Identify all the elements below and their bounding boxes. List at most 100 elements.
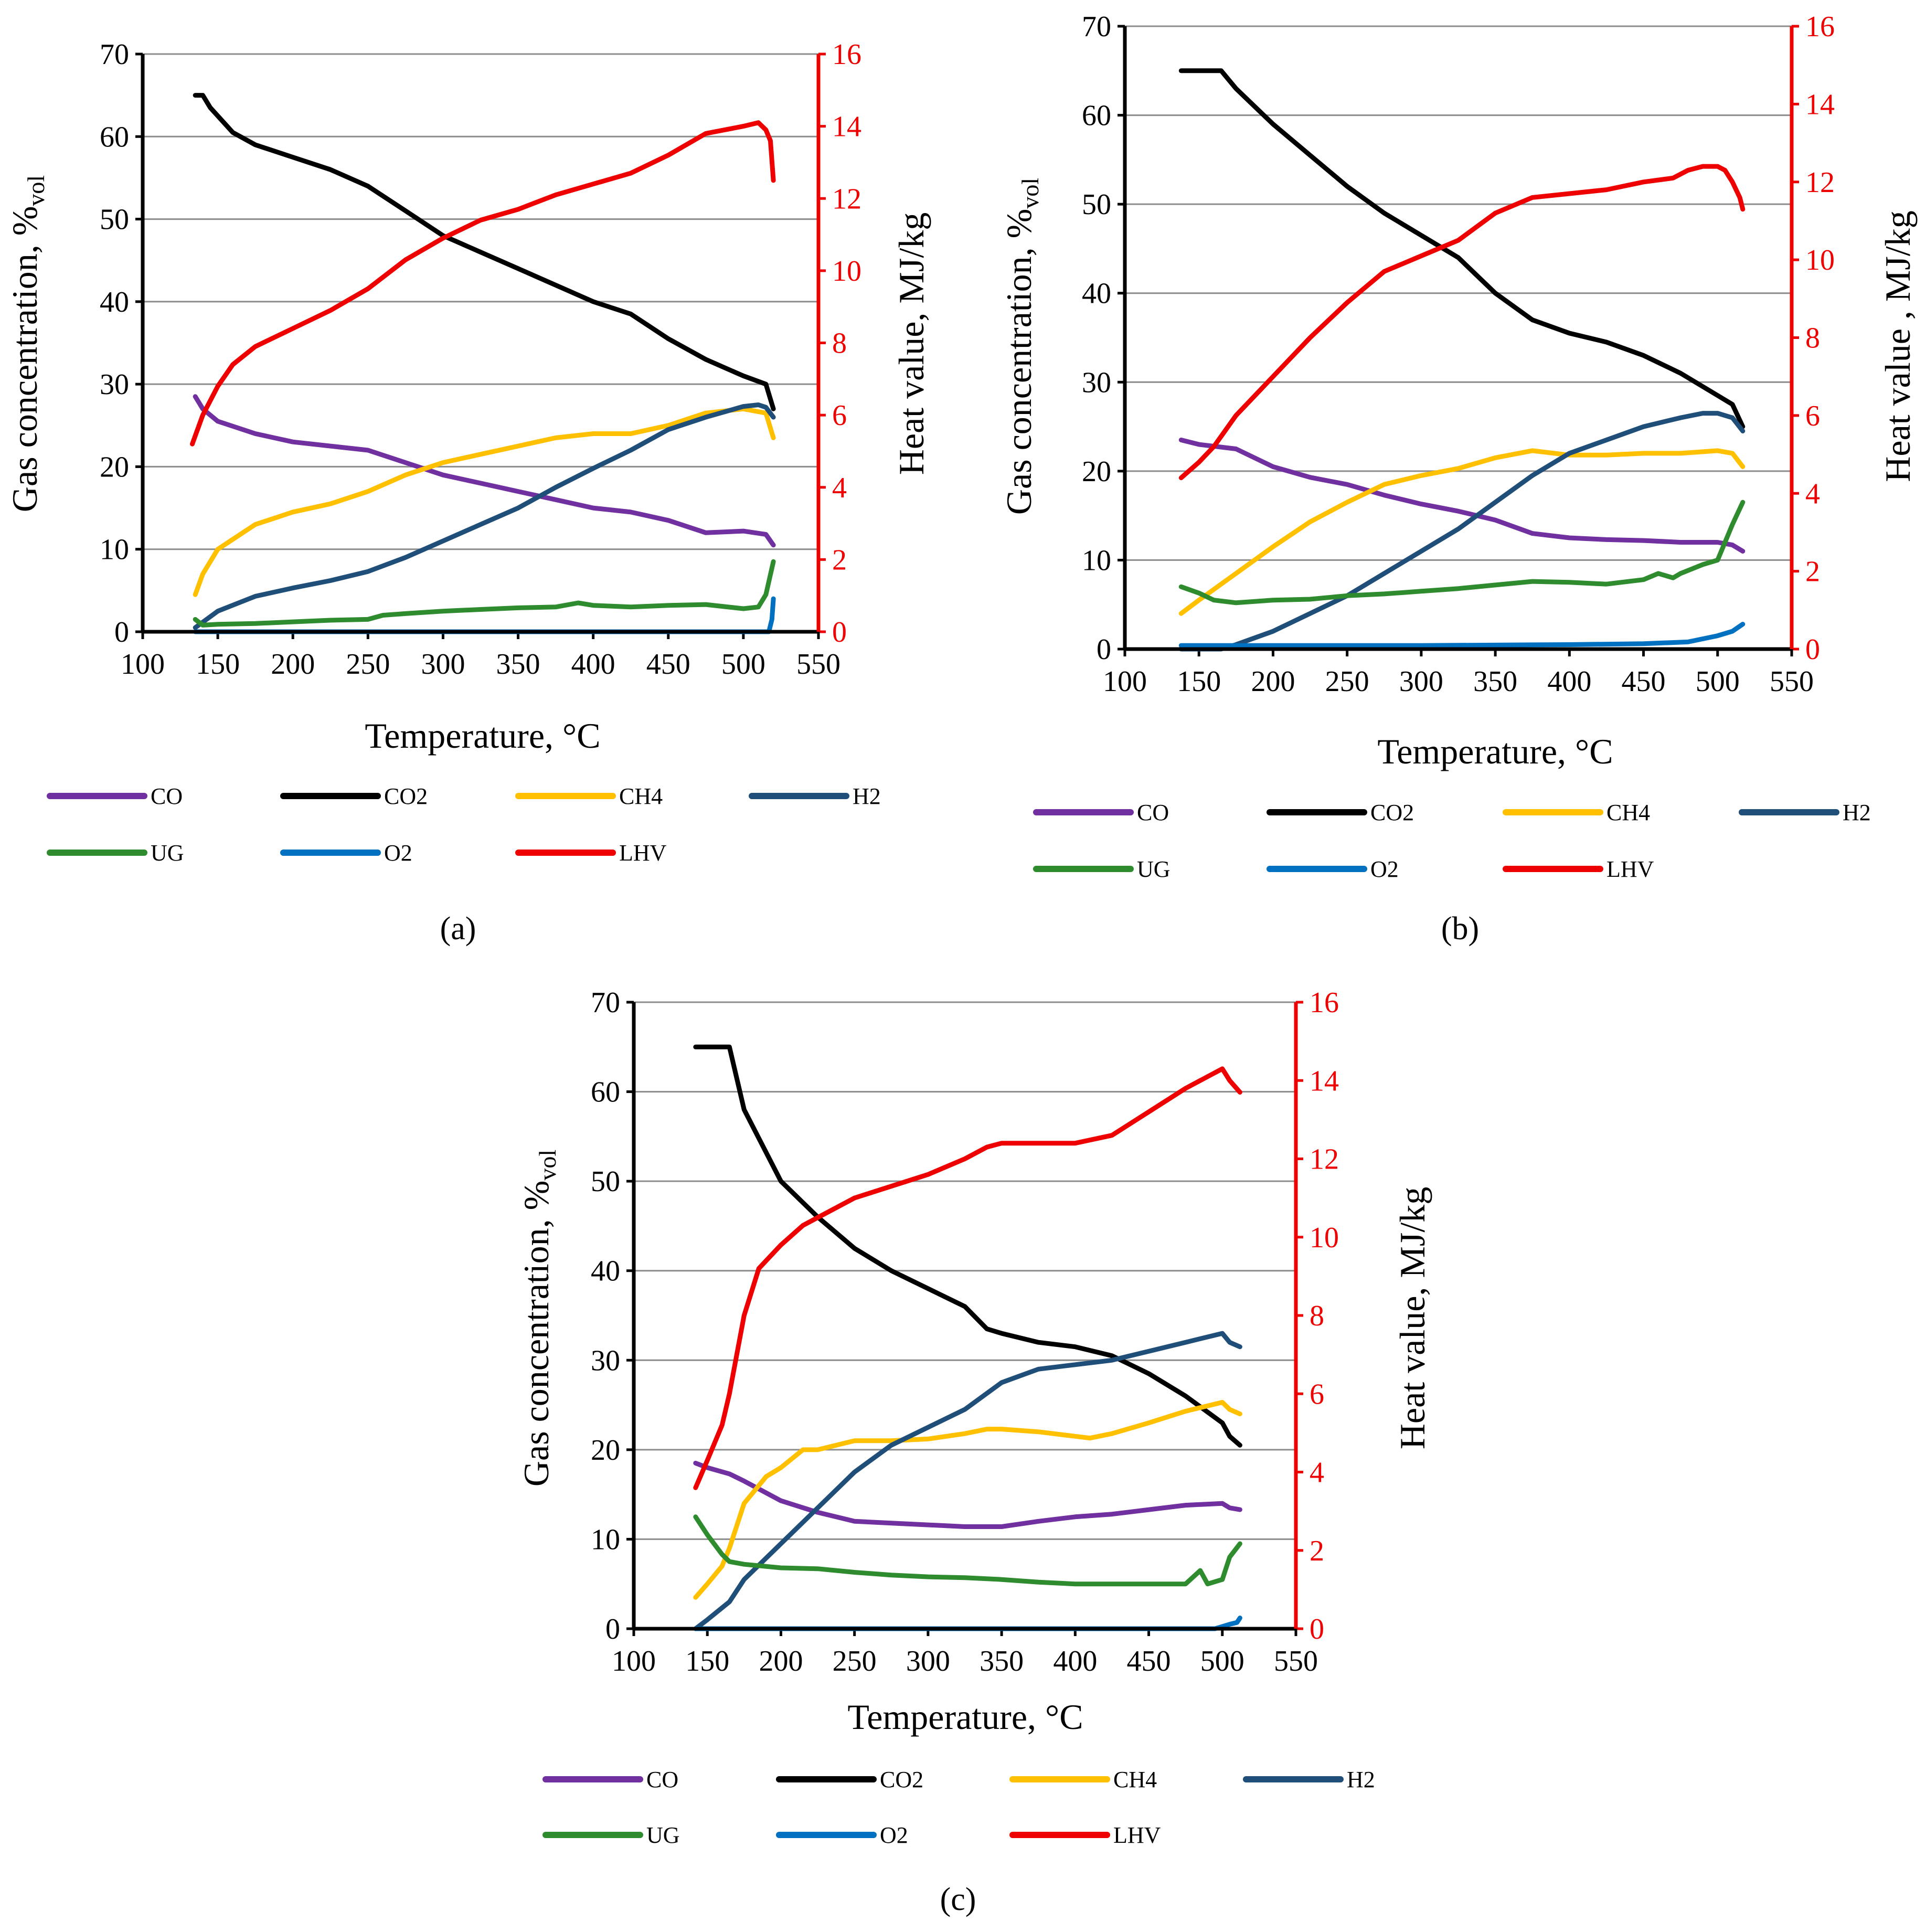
y-tick-label: 50 <box>1082 188 1111 221</box>
y2-tick-label: 8 <box>832 327 847 360</box>
y2-tick-label: 14 <box>832 111 861 143</box>
x-tick-label: 300 <box>421 648 465 681</box>
y-axis-label: Gas concentration, %vol <box>5 175 49 512</box>
x-tick-label: 550 <box>796 648 840 681</box>
series-line-h2 <box>693 1331 1242 1631</box>
y2-tick-label: 12 <box>1805 166 1835 199</box>
legend-label: LHV <box>619 840 667 866</box>
x-tick-label: 350 <box>496 648 540 681</box>
x-tick-label: 250 <box>1325 665 1369 698</box>
y-axis-label-main: Gas concentration, % <box>999 209 1039 515</box>
x-tick-label: 550 <box>1770 665 1814 698</box>
series-line-co2 <box>1178 68 1746 429</box>
x-tick-label: 500 <box>1696 665 1740 698</box>
y-tick-label: 60 <box>1082 100 1111 132</box>
x-tick-label: 550 <box>1274 1645 1318 1678</box>
chart-b: 0 10 20 30 40 50 60 70 0 2 4 6 8 10 12 14 16 100 150 200 250… <box>999 10 1918 947</box>
chart-a: 0 10 20 30 40 50 60 70 0 2 4 6 8 10 12 14 16 100 150 200 250… <box>5 38 931 947</box>
y2-axis-label: Heat value , MJ/kg <box>1878 210 1918 482</box>
y-tick-label: 40 <box>591 1255 620 1288</box>
legend-label: CH4 <box>1606 800 1650 825</box>
series-line-lhv <box>190 120 776 447</box>
x-tick-label: 100 <box>612 1645 656 1678</box>
y2-tick-label: 16 <box>1310 986 1339 1019</box>
y-tick-label: 40 <box>100 286 129 319</box>
y2-tick-label: 14 <box>1805 88 1835 121</box>
legend-label: UG <box>1137 856 1171 882</box>
legend-label: O2 <box>880 1822 908 1848</box>
legend-label: H2 <box>1843 800 1871 825</box>
y2-tick-label: 10 <box>1310 1222 1339 1254</box>
y-tick-label: 70 <box>100 38 129 71</box>
x-tick-label: 200 <box>1251 665 1295 698</box>
y2-tick-label: 6 <box>1310 1378 1324 1410</box>
y2-tick-label: 0 <box>1805 633 1820 666</box>
series-line-ug <box>1178 500 1746 606</box>
y-axis-label-subscript: vol <box>23 175 49 206</box>
series-line-ch4 <box>693 1400 1242 1600</box>
y2-tick-label: 16 <box>832 38 861 71</box>
series-line-co <box>1178 438 1746 554</box>
y-tick-label: 0 <box>1097 633 1111 666</box>
legend-label: O2 <box>1370 856 1399 882</box>
legend-label: H2 <box>1347 1767 1375 1792</box>
series-line-co <box>193 394 776 548</box>
y2-tick-label: 16 <box>1805 10 1835 43</box>
y-tick-label: 70 <box>1082 10 1111 43</box>
y2-tick-label: 2 <box>832 544 847 576</box>
x-tick-label: 250 <box>833 1645 877 1678</box>
series-line-ch4 <box>1178 448 1746 616</box>
y2-tick-label: 2 <box>1805 556 1820 588</box>
x-tick-label: 400 <box>1053 1645 1097 1678</box>
legend-label: CO <box>151 783 183 809</box>
x-tick-label: 100 <box>121 648 165 681</box>
y-tick-label: 10 <box>591 1523 620 1556</box>
series-line-ch4 <box>193 406 776 597</box>
y2-tick-label: 4 <box>832 472 847 504</box>
x-tick-label: 350 <box>1473 665 1517 698</box>
y-axis-label-main: Gas concentration, % <box>516 1181 556 1487</box>
series-line-co2 <box>693 1044 1242 1448</box>
y2-tick-label: 12 <box>1310 1143 1339 1176</box>
x-axis-label: Temperature, °C <box>365 716 600 756</box>
y-tick-label: 50 <box>591 1165 620 1198</box>
y2-tick-label: 0 <box>1310 1613 1324 1646</box>
y-tick-label: 10 <box>100 534 129 566</box>
x-tick-label: 200 <box>759 1645 803 1678</box>
x-tick-label: 150 <box>1177 665 1221 698</box>
x-tick-label: 300 <box>1399 665 1443 698</box>
series-line-lhv <box>693 1066 1242 1490</box>
y-tick-label: 20 <box>1082 455 1111 488</box>
y-tick-label: 50 <box>100 204 129 236</box>
legend-label: O2 <box>384 840 412 866</box>
y-tick-label: 20 <box>591 1434 620 1467</box>
y2-tick-label: 6 <box>1805 400 1820 432</box>
x-tick-label: 350 <box>980 1645 1024 1678</box>
y2-tick-label: 10 <box>1805 244 1835 277</box>
x-tick-label: 400 <box>571 648 615 681</box>
y-tick-label: 20 <box>100 451 129 483</box>
y-axis-label-subscript: vol <box>534 1150 561 1181</box>
y2-tick-label: 12 <box>832 183 861 215</box>
y-tick-label: 60 <box>100 121 129 153</box>
y-tick-label: 40 <box>1082 278 1111 310</box>
x-tick-label: 500 <box>721 648 765 681</box>
series-line-o2 <box>1178 622 1746 648</box>
x-tick-label: 300 <box>906 1645 950 1678</box>
y-tick-label: 10 <box>1082 544 1111 577</box>
series-line-co2 <box>193 93 776 411</box>
series-line-h2 <box>193 402 776 630</box>
legend-label: UG <box>151 840 184 866</box>
x-tick-label: 200 <box>271 648 315 681</box>
series-line-ug <box>693 1514 1242 1587</box>
x-axis-label: Temperature, °C <box>1377 731 1613 771</box>
series-line-co <box>693 1460 1242 1529</box>
y-tick-label: 60 <box>591 1076 620 1109</box>
y2-tick-label: 4 <box>1310 1457 1324 1489</box>
chart-c: 0 10 20 30 40 50 60 70 0 2 4 6 8 10 12 14 16 100 150 200 250… <box>516 986 1432 1917</box>
y-tick-label: 0 <box>605 1613 620 1646</box>
legend-label: CH4 <box>619 783 663 809</box>
x-axis-label: Temperature, °C <box>847 1697 1083 1737</box>
y2-tick-label: 4 <box>1805 477 1820 510</box>
